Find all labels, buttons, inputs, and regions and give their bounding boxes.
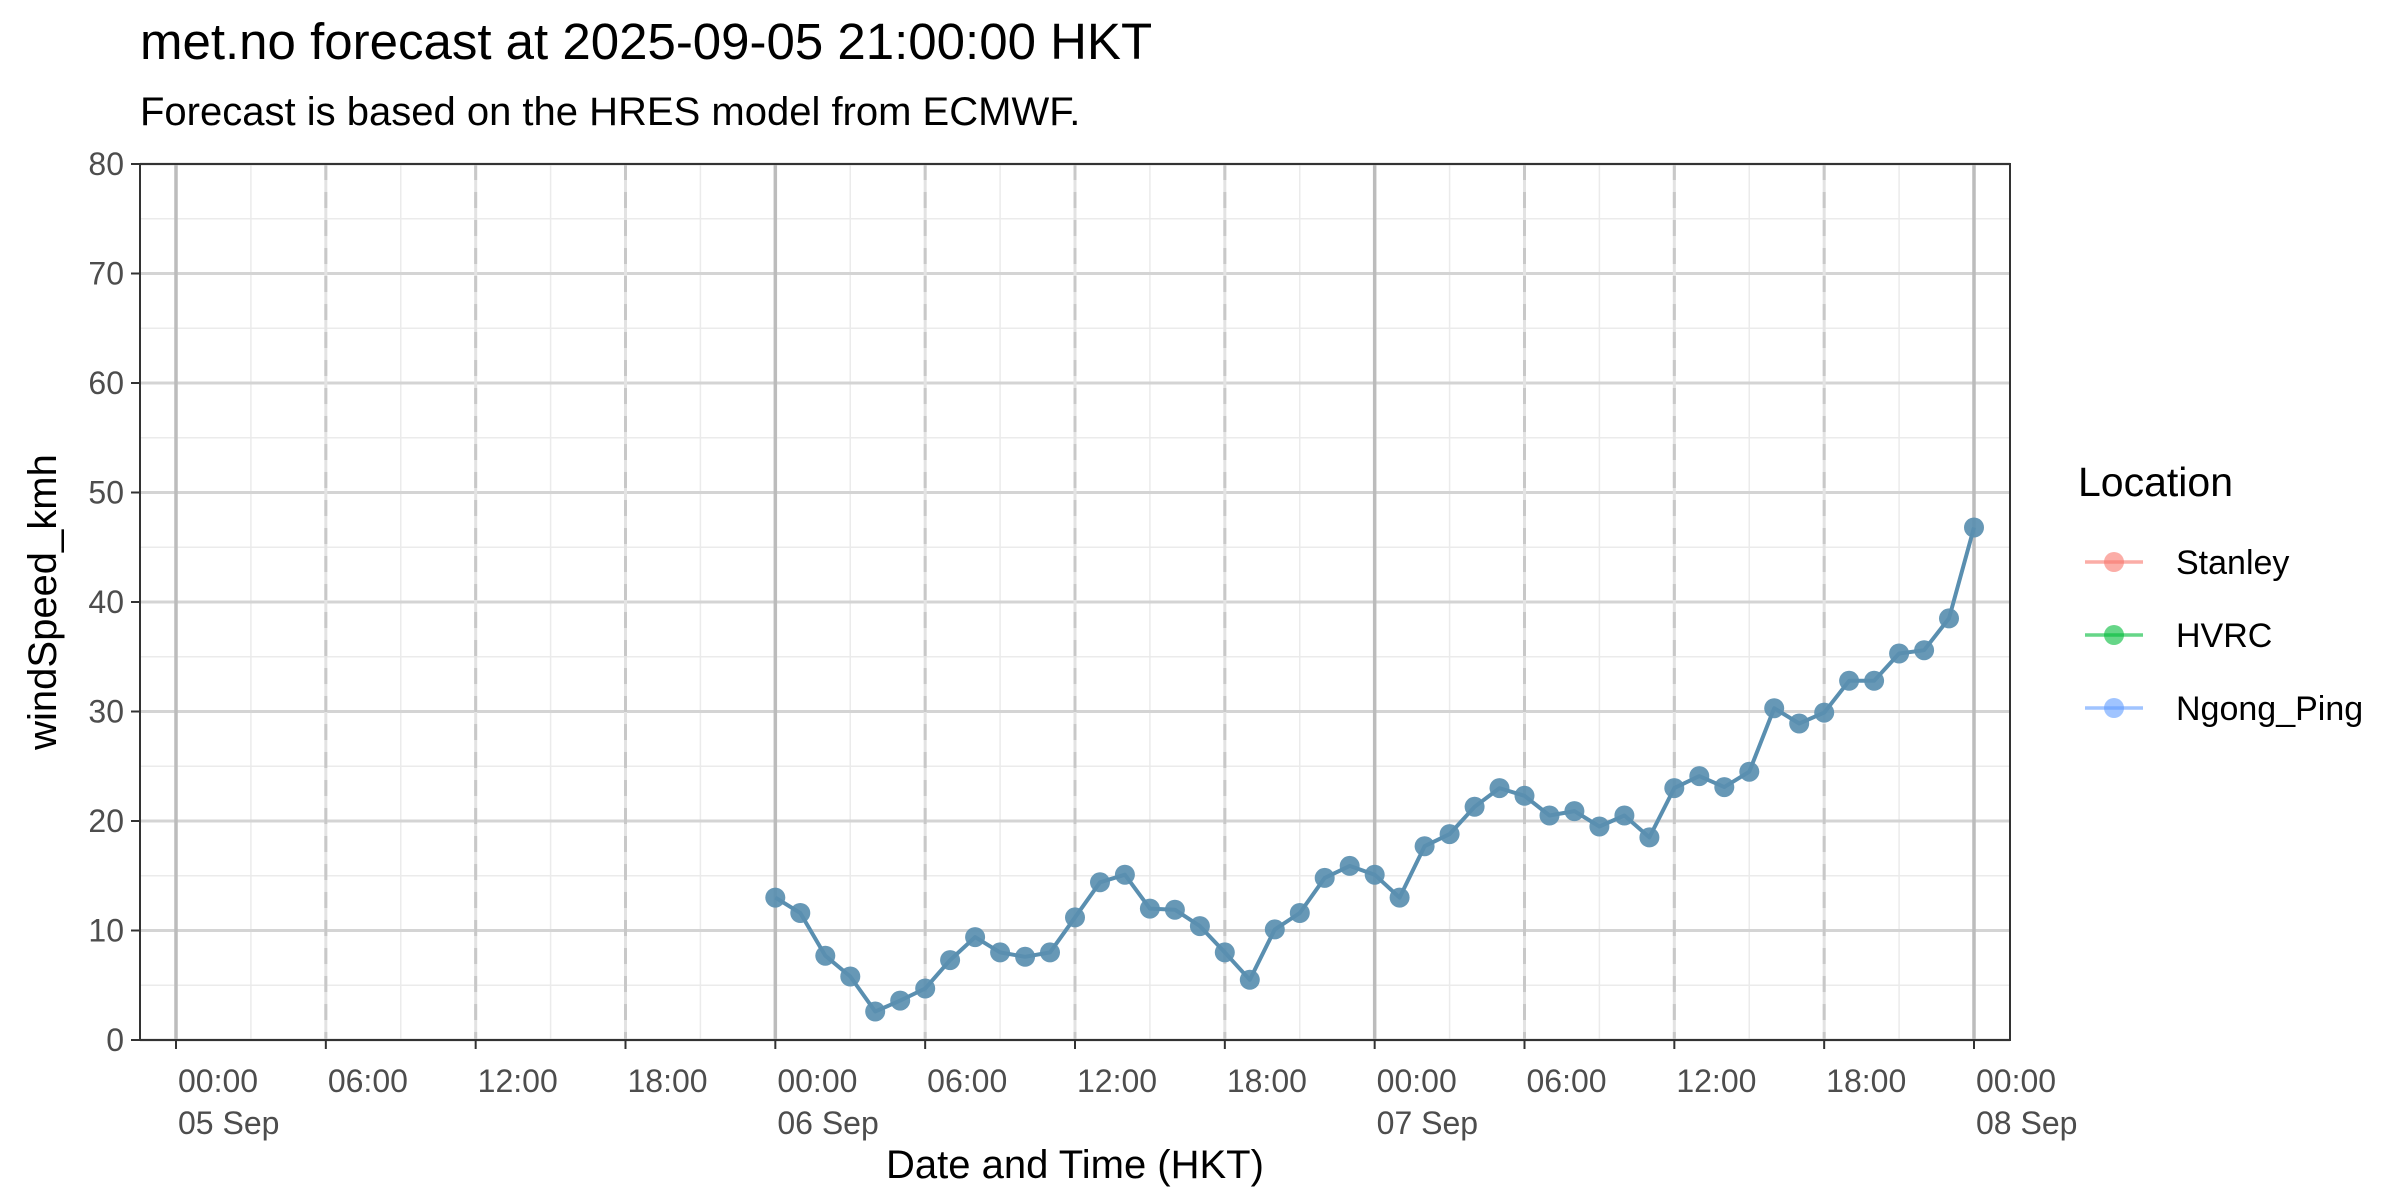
x-tick-time-label: 00:00 bbox=[178, 1063, 258, 1099]
data-point bbox=[1939, 608, 1959, 629]
data-point bbox=[790, 903, 811, 923]
chart-subtitle: Forecast is based on the HRES model from… bbox=[140, 90, 1081, 134]
legend-entry-label: Stanley bbox=[2176, 544, 2289, 582]
legend-title: Location bbox=[2078, 459, 2233, 505]
data-point bbox=[915, 978, 936, 999]
data-point bbox=[1689, 766, 1710, 787]
y-tick-label: 60 bbox=[88, 365, 124, 401]
y-tick-label: 40 bbox=[88, 584, 124, 620]
x-tick-time-label: 12:00 bbox=[1077, 1063, 1157, 1099]
x-tick-time-label: 12:00 bbox=[478, 1063, 558, 1099]
x-axis-title: Date and Time (HKT) bbox=[886, 1143, 1264, 1187]
x-tick-time-label: 00:00 bbox=[1976, 1063, 2056, 1099]
x-tick-time-label: 18:00 bbox=[1826, 1063, 1906, 1099]
y-tick-label: 80 bbox=[88, 146, 124, 182]
data-point bbox=[815, 945, 836, 966]
data-point bbox=[1564, 801, 1585, 822]
data-point bbox=[1739, 761, 1760, 782]
data-point bbox=[1015, 946, 1036, 967]
data-point bbox=[1339, 855, 1360, 876]
y-tick-label: 30 bbox=[88, 694, 124, 730]
data-point bbox=[1789, 713, 1810, 734]
y-tick-label: 50 bbox=[88, 475, 124, 511]
data-point bbox=[1264, 919, 1285, 940]
x-tick-time-label: 00:00 bbox=[1377, 1063, 1457, 1099]
data-point bbox=[1139, 898, 1160, 919]
data-point bbox=[1214, 942, 1235, 963]
data-point bbox=[865, 1001, 886, 1022]
legend: Location Stanley HVRC Ngong_Ping bbox=[2078, 459, 2363, 728]
data-point bbox=[1364, 864, 1385, 885]
data-point bbox=[1589, 816, 1610, 837]
data-point bbox=[1539, 805, 1560, 826]
data-point bbox=[1814, 702, 1835, 723]
x-tick-date-label: 08 Sep bbox=[1976, 1105, 2077, 1141]
legend-entry-label: Ngong_Ping bbox=[2176, 690, 2363, 728]
data-point bbox=[1439, 824, 1460, 845]
data-point bbox=[1489, 778, 1510, 799]
x-tick-time-label: 12:00 bbox=[1676, 1063, 1756, 1099]
x-tick-time-label: 00:00 bbox=[777, 1063, 857, 1099]
data-point bbox=[1189, 916, 1210, 937]
y-tick-label: 10 bbox=[88, 913, 124, 949]
data-point bbox=[1764, 698, 1785, 719]
data-point bbox=[1065, 907, 1085, 928]
x-tick-time-label: 18:00 bbox=[628, 1063, 708, 1099]
data-point bbox=[1239, 969, 1260, 990]
data-point bbox=[765, 887, 786, 908]
x-tick-date-label: 05 Sep bbox=[178, 1105, 279, 1141]
data-point bbox=[1040, 942, 1060, 963]
data-point bbox=[1514, 785, 1535, 806]
data-point bbox=[1164, 899, 1185, 920]
legend-key-point bbox=[2104, 552, 2124, 572]
data-layer bbox=[765, 517, 1984, 1022]
y-axis-title: windSpeed_kmh bbox=[21, 454, 65, 751]
data-point bbox=[1889, 643, 1910, 664]
data-point bbox=[1714, 777, 1735, 798]
axis-layer: 0 10 20 30 40 50 60 70 80 00:00 05 Sep 06:00 12:00 18… bbox=[88, 146, 2077, 1141]
grid-layer bbox=[140, 162, 2010, 1042]
data-point bbox=[1114, 864, 1135, 885]
data-point bbox=[1389, 887, 1410, 908]
data-point bbox=[1664, 778, 1685, 799]
data-point bbox=[1090, 872, 1110, 893]
x-tick-time-label: 06:00 bbox=[927, 1063, 1007, 1099]
legend-key-point bbox=[2104, 625, 2124, 645]
y-tick-label: 70 bbox=[88, 256, 124, 292]
data-point bbox=[1289, 903, 1310, 923]
x-tick-time-label: 06:00 bbox=[328, 1063, 408, 1099]
data-point bbox=[1314, 867, 1335, 888]
data-point bbox=[940, 950, 961, 971]
x-tick-time-label: 18:00 bbox=[1227, 1063, 1307, 1099]
data-point bbox=[1864, 670, 1885, 691]
data-point bbox=[1639, 827, 1660, 848]
data-point bbox=[1839, 670, 1860, 691]
data-point bbox=[1964, 517, 1984, 538]
x-tick-date-label: 06 Sep bbox=[777, 1105, 878, 1141]
data-point bbox=[990, 942, 1011, 963]
x-tick-date-label: 07 Sep bbox=[1377, 1105, 1478, 1141]
y-tick-label: 0 bbox=[106, 1022, 124, 1058]
data-point bbox=[840, 966, 861, 987]
data-point bbox=[1464, 796, 1485, 817]
data-point bbox=[1614, 805, 1635, 826]
legend-key-point bbox=[2104, 698, 2124, 718]
data-point bbox=[965, 927, 986, 948]
data-point bbox=[890, 990, 911, 1011]
data-point bbox=[1914, 640, 1935, 661]
y-tick-label: 20 bbox=[88, 803, 124, 839]
legend-entry-label: HVRC bbox=[2176, 617, 2272, 655]
x-tick-time-label: 06:00 bbox=[1527, 1063, 1607, 1099]
chart-title: met.no forecast at 2025-09-05 21:00:00 H… bbox=[140, 13, 1153, 70]
data-point bbox=[1414, 836, 1435, 857]
